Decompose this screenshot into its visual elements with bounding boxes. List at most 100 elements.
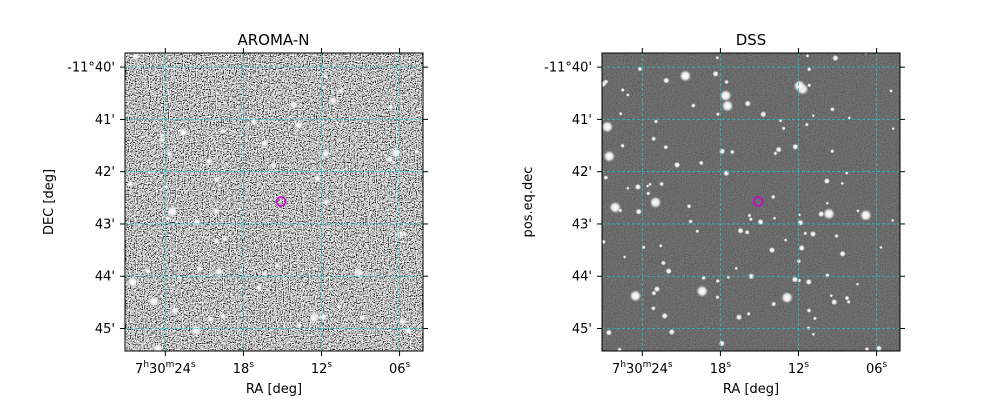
star [617,347,622,351]
star [289,100,299,110]
star [864,346,870,351]
star [809,230,817,238]
target-marker [752,196,764,207]
star [839,250,846,257]
star [336,303,343,310]
star [646,191,651,196]
star [735,314,743,321]
y-tick-label: 44' [572,270,592,285]
star [844,295,850,301]
star [213,237,220,244]
axes-frame [601,52,901,352]
star [127,276,139,288]
star [653,119,659,124]
star [661,312,668,320]
star [352,267,364,279]
star [398,317,407,326]
star [673,161,681,169]
panel-aroma-n: AROMA-N -11°40' 41' 42' 43' 44' 45' 7h30m24s 1… [42,31,428,397]
star [796,258,802,264]
star [723,170,730,177]
star [729,149,735,155]
star [793,79,806,92]
y-tick-labels: -11°40' 41' 42' 43' 44' 45' [67,61,115,337]
star [163,184,169,190]
star [805,53,810,58]
star [783,238,788,242]
star [653,285,661,293]
star [126,180,134,188]
x-tick-label: 18s [233,360,255,377]
star [770,194,776,200]
star [626,186,630,190]
star [659,181,664,187]
star [805,278,812,286]
panel-title: AROMA-N [238,31,310,49]
star [875,345,883,351]
y-tick-label: 43' [95,217,115,232]
star-field [126,53,420,351]
star [195,265,203,273]
star [856,209,860,213]
star [846,299,851,304]
star [734,266,738,271]
star [626,93,630,97]
x-tick-label: 06s [389,360,411,377]
x-tick-label: 7h30m24s [612,360,673,377]
star [220,313,227,320]
star [256,284,263,291]
star [618,111,623,116]
star [818,210,825,218]
star [791,276,799,283]
axis-ticks [597,48,905,356]
star [830,149,835,154]
x-axis-label: RA [deg] [246,382,302,397]
image-area [602,53,900,351]
star [775,146,782,153]
x-tick-label: 12s [788,360,810,377]
star [602,120,614,133]
star [804,122,809,127]
star [781,126,786,131]
star [605,329,613,336]
star [651,305,656,311]
star [803,231,808,236]
star [660,260,666,266]
star [170,306,180,315]
star [715,55,720,60]
star [825,201,829,205]
y-tick-label: 43' [572,217,592,232]
star [859,209,872,222]
star [649,196,662,209]
y-tick-labels: -11°40' 41' 42' 43' 44' 45' [544,61,592,337]
star [318,312,328,322]
star [220,128,226,134]
star [798,244,805,252]
y-tick-label: 44' [95,270,115,285]
star [847,116,851,120]
star [214,267,223,276]
star [338,88,344,94]
star [213,175,221,183]
star [651,290,657,296]
x-tick-labels: 7h30m24s 18s 12s 06s [135,360,410,377]
star [164,215,171,221]
star [390,147,402,159]
star [840,181,845,186]
star [663,77,670,84]
star [609,201,622,214]
star [679,69,692,82]
y-tick-label: -11°40' [544,61,592,76]
star [806,67,812,72]
star [721,99,734,112]
star [879,245,883,250]
y-tick-label: -11°40' [67,61,115,76]
star [414,148,420,155]
star [688,219,693,224]
star [358,313,367,322]
star [696,285,709,298]
star [651,136,657,142]
star [250,117,258,125]
star [891,127,895,131]
